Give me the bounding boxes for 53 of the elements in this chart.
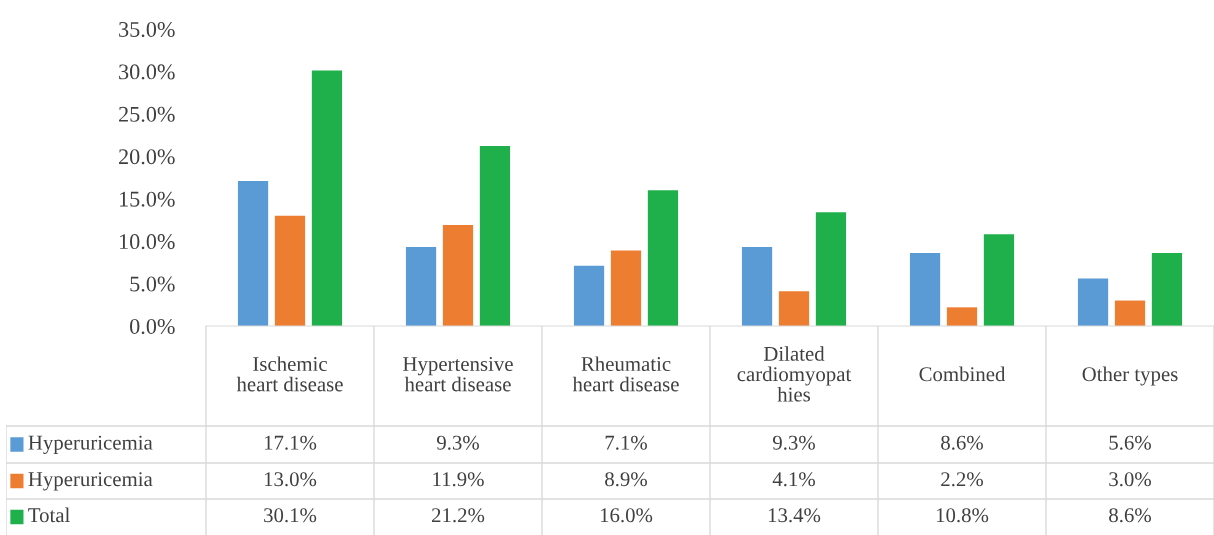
x-tick-label: Combined (919, 366, 1006, 382)
y-tick-label: 25.0% (119, 106, 175, 122)
legend-label: Hyperuricemia (28, 472, 153, 491)
bar (442, 225, 474, 326)
bar (405, 247, 437, 326)
bar (1114, 300, 1146, 326)
legend-label: Hyperuricemia (28, 435, 153, 454)
data-label: 16.0% (600, 508, 653, 523)
x-tick-label: Dilated cardiomyopat hies (737, 346, 852, 402)
data-label: 8.6% (941, 435, 983, 450)
bar (479, 146, 511, 326)
data-label: 4.1% (772, 472, 815, 487)
y-tick-label: 15.0% (120, 191, 175, 207)
data-label: 3.0% (1109, 472, 1151, 487)
data-label: 8.6% (1109, 508, 1151, 523)
y-tick-label: 30.0% (119, 64, 175, 80)
bar (778, 291, 810, 326)
bar (573, 265, 605, 326)
bar (1151, 253, 1183, 326)
data-label: 30.1% (264, 508, 317, 523)
y-tick-label: 10.0% (120, 234, 175, 250)
y-tick-label: 5.0% (130, 276, 175, 292)
x-tick-label: Ischemic heart disease (236, 356, 343, 392)
x-tick-label: Rheumatic heart disease (572, 356, 679, 392)
bar (311, 70, 343, 326)
legend-label: Total (28, 507, 70, 523)
bar (610, 250, 642, 326)
data-label: 2.2% (941, 472, 983, 487)
y-tick-label: 35.0% (119, 21, 175, 38)
data-label: 13.4% (768, 508, 821, 523)
bar (647, 190, 679, 326)
data-label: 7.1% (605, 435, 647, 450)
data-label: 9.3% (772, 435, 815, 450)
bar (1077, 278, 1109, 326)
y-tick-label: 20.0% (119, 149, 175, 165)
data-label: 10.8% (936, 508, 989, 523)
bar (237, 180, 269, 326)
bar (815, 212, 847, 326)
x-tick-label: Hypertensive heart disease (403, 356, 513, 392)
bar (274, 215, 306, 326)
x-tick-label: Other types (1082, 366, 1178, 386)
data-label: 21.2% (432, 508, 485, 523)
data-label: 13.0% (264, 472, 317, 487)
data-label: 11.9% (433, 472, 484, 487)
bar (946, 307, 978, 326)
bar (983, 234, 1015, 326)
y-tick-label: 0.0% (130, 318, 175, 335)
bar (909, 253, 941, 326)
data-label: 17.1% (264, 435, 317, 450)
bar (741, 247, 773, 326)
data-label: 5.6% (1109, 435, 1151, 450)
data-label: 8.9% (605, 472, 647, 487)
data-label: 9.3% (436, 435, 479, 450)
